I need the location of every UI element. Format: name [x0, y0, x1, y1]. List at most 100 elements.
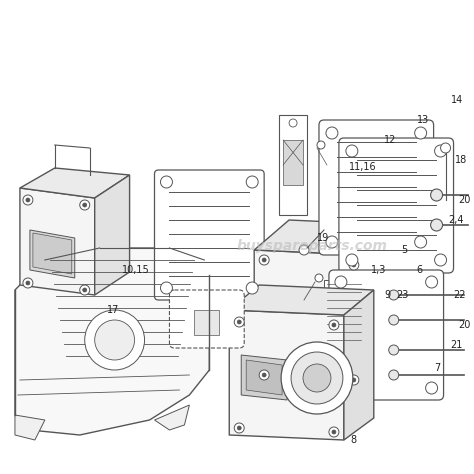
Text: 10,15: 10,15 [122, 265, 149, 275]
Text: 9: 9 [385, 290, 391, 300]
Circle shape [430, 189, 443, 201]
Bar [324, 280, 364, 345]
Circle shape [440, 143, 451, 153]
Circle shape [415, 236, 427, 248]
Text: 1,3: 1,3 [371, 265, 386, 275]
Polygon shape [95, 175, 129, 295]
FancyBboxPatch shape [329, 270, 444, 400]
FancyBboxPatch shape [155, 170, 264, 300]
FancyBboxPatch shape [319, 120, 434, 255]
Polygon shape [274, 315, 314, 349]
Circle shape [246, 176, 258, 188]
Text: 13: 13 [417, 115, 429, 125]
Text: 20: 20 [458, 320, 471, 330]
Circle shape [80, 285, 90, 295]
Circle shape [352, 378, 356, 382]
Polygon shape [344, 290, 374, 440]
Text: 21: 21 [451, 340, 463, 350]
Polygon shape [20, 168, 129, 198]
Bar [194, 310, 219, 335]
Circle shape [426, 276, 438, 288]
Polygon shape [229, 285, 374, 315]
Circle shape [435, 145, 447, 157]
Text: 2,4: 2,4 [448, 215, 464, 225]
Circle shape [332, 430, 336, 434]
Polygon shape [254, 220, 399, 255]
Polygon shape [269, 310, 319, 354]
Polygon shape [20, 188, 95, 295]
Text: 23: 23 [397, 290, 409, 300]
Polygon shape [155, 405, 190, 430]
Circle shape [435, 254, 447, 266]
Circle shape [259, 370, 269, 380]
Circle shape [26, 198, 30, 202]
FancyBboxPatch shape [339, 138, 454, 273]
Circle shape [237, 426, 241, 430]
Circle shape [335, 382, 347, 394]
Circle shape [95, 320, 135, 360]
Polygon shape [15, 248, 210, 435]
Bar [279, 115, 307, 215]
Circle shape [289, 119, 297, 127]
Circle shape [329, 320, 339, 330]
Polygon shape [30, 230, 75, 278]
Polygon shape [364, 225, 399, 390]
Circle shape [246, 282, 258, 294]
Text: 11,16: 11,16 [349, 162, 376, 172]
Circle shape [161, 282, 173, 294]
Circle shape [426, 382, 438, 394]
Polygon shape [254, 250, 364, 390]
Polygon shape [246, 360, 282, 395]
Circle shape [26, 281, 30, 285]
Circle shape [389, 370, 399, 380]
Circle shape [335, 276, 347, 288]
Circle shape [389, 345, 399, 355]
Circle shape [430, 219, 443, 231]
Circle shape [415, 127, 427, 139]
Circle shape [346, 254, 358, 266]
Circle shape [315, 274, 323, 282]
Polygon shape [241, 355, 287, 400]
Text: 6: 6 [417, 265, 423, 275]
Text: 14: 14 [451, 95, 463, 105]
Circle shape [352, 263, 356, 267]
Polygon shape [33, 233, 72, 274]
Circle shape [23, 278, 33, 288]
Circle shape [281, 342, 353, 414]
Circle shape [234, 317, 244, 327]
Circle shape [329, 427, 339, 437]
Circle shape [291, 352, 343, 404]
Circle shape [349, 375, 359, 385]
Circle shape [161, 176, 173, 188]
Circle shape [389, 315, 399, 325]
Text: 20: 20 [458, 195, 471, 205]
Text: buyspareparts.com: buyspareparts.com [236, 239, 387, 253]
Circle shape [237, 320, 241, 324]
Circle shape [234, 423, 244, 433]
Bar [283, 140, 303, 185]
FancyBboxPatch shape [169, 290, 244, 348]
Circle shape [262, 258, 266, 262]
Circle shape [332, 323, 336, 327]
Circle shape [299, 245, 309, 255]
Circle shape [85, 310, 145, 370]
Text: 19: 19 [317, 233, 329, 243]
Circle shape [326, 127, 338, 139]
Text: 8: 8 [351, 435, 357, 445]
Circle shape [317, 141, 325, 149]
Text: 5: 5 [401, 245, 407, 255]
Circle shape [23, 195, 33, 205]
Polygon shape [229, 310, 344, 440]
Circle shape [389, 290, 399, 300]
Circle shape [83, 203, 87, 207]
Text: 18: 18 [455, 155, 467, 165]
Polygon shape [15, 415, 45, 440]
Text: 7: 7 [435, 363, 441, 373]
Text: 22: 22 [454, 290, 466, 300]
Circle shape [303, 364, 331, 392]
Circle shape [80, 200, 90, 210]
Circle shape [259, 255, 269, 265]
Text: 12: 12 [384, 135, 396, 145]
Circle shape [326, 236, 338, 248]
Circle shape [262, 373, 266, 377]
